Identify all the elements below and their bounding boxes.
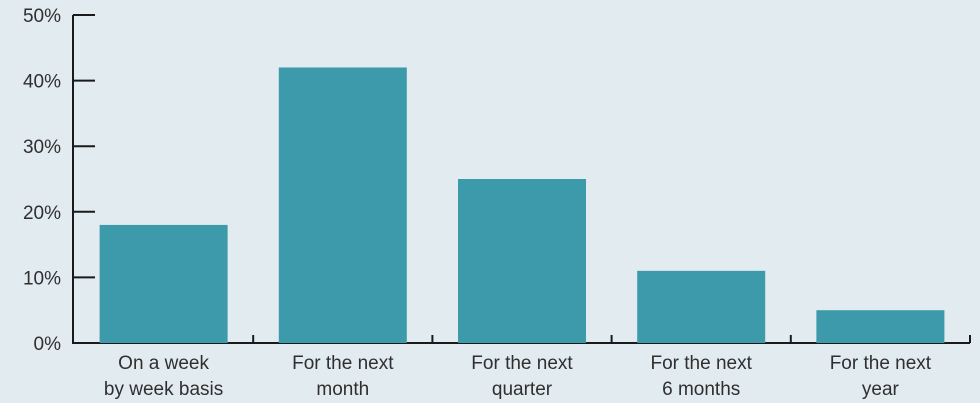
bar xyxy=(458,179,586,343)
y-tick-label: 30% xyxy=(23,137,61,158)
category-labels: On a week by week basis For the next month F… xyxy=(104,353,932,400)
y-tick-label: 10% xyxy=(23,268,61,289)
y-axis: 0% 10% 20% 30% 40% 50% xyxy=(23,6,95,355)
x-category-label: On a week by week basis xyxy=(104,353,223,400)
bars-group xyxy=(99,67,945,343)
x-category-label: For the next 6 months xyxy=(651,353,753,400)
y-tick-label: 50% xyxy=(23,6,61,27)
x-category-label: For the next month xyxy=(292,353,394,400)
bar xyxy=(99,224,228,343)
bar xyxy=(637,270,766,343)
x-category-label: For the next year xyxy=(830,353,932,400)
bar xyxy=(816,310,945,343)
x-category-label: For the next quarter xyxy=(471,353,573,400)
y-tick-label: 40% xyxy=(23,72,61,93)
y-tick-label: 20% xyxy=(23,203,61,224)
y-tick-label: 0% xyxy=(34,334,62,355)
bar xyxy=(278,67,407,343)
